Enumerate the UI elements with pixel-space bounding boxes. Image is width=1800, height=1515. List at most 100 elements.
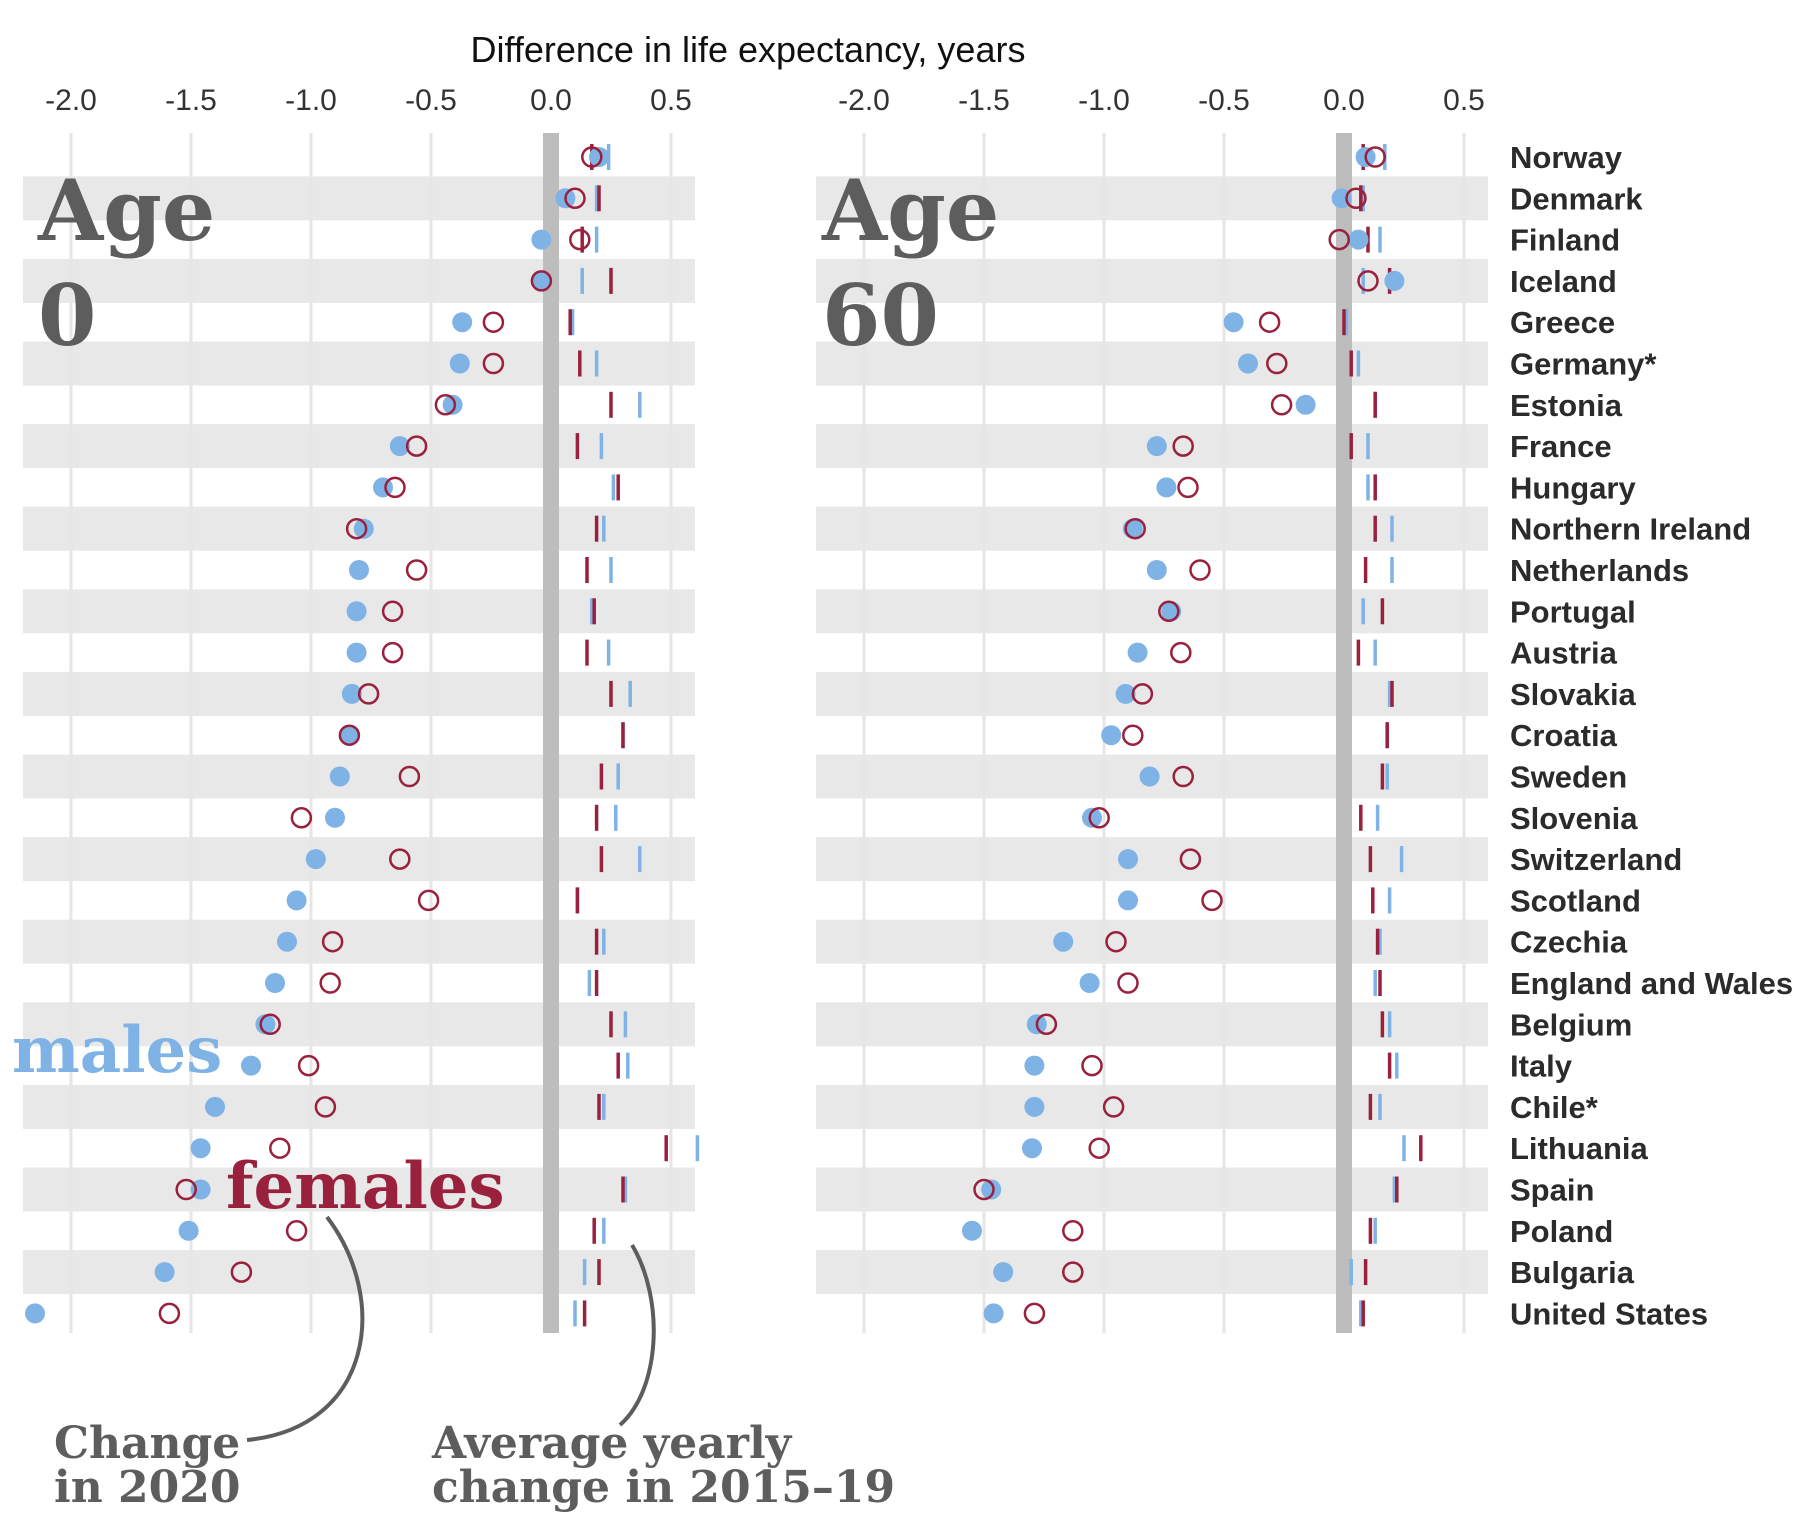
country-label: Northern Ireland [1510, 512, 1751, 547]
change-point-females-age60 [1189, 559, 1211, 581]
change-point-males-age0 [286, 890, 307, 911]
change-point-males-age0 [205, 1096, 225, 1117]
average-annotation-arrow [618, 1243, 656, 1427]
change-point-females-age60 [1158, 600, 1180, 623]
change-point-males-age0 [389, 436, 410, 457]
row-band-age60 [816, 506, 1488, 551]
change-point-males-age0 [349, 560, 369, 580]
change-annotation-line1: Change [54, 1418, 240, 1469]
change-point-females-age0 [290, 807, 313, 829]
change-point-males-age60 [1115, 683, 1136, 704]
x-tick-label-age0: -1.5 [165, 84, 217, 117]
change-point-females-age60 [1172, 765, 1194, 788]
change-point-females-age0 [405, 435, 428, 457]
country-label: Slovakia [1510, 677, 1637, 712]
country-label: Croatia [1510, 718, 1618, 753]
change-point-males-age60 [1118, 890, 1138, 911]
x-tick-label-age0: 0.0 [530, 84, 572, 117]
change-point-males-age0 [353, 518, 374, 539]
row-band-age60 [816, 1167, 1488, 1212]
change-point-males-age60 [1238, 353, 1258, 374]
change-point-males-age0 [452, 312, 473, 333]
change-point-males-age0 [305, 849, 326, 870]
change-point-females-age60 [1105, 930, 1127, 953]
row-band-age0 [23, 919, 695, 964]
x-axis-tick-labels: -2.0 -1.5 -1.0 -0.5 0.0 0.5 -2.0 -1.5 -1.0 -0.5 0.… [45, 84, 1485, 117]
change-point-males-age60 [1053, 931, 1074, 952]
country-label: Finland [1510, 223, 1620, 258]
change-point-females-age60 [1062, 1261, 1084, 1283]
change-point-females-age60 [1035, 1013, 1058, 1036]
country-label: Switzerland [1510, 842, 1682, 877]
country-label: Poland [1510, 1214, 1613, 1249]
panel-title-age0-line1: Age [37, 161, 215, 260]
average-change-markers [568, 144, 1423, 1327]
change-point-females-age0 [398, 765, 421, 788]
country-label: United States [1510, 1296, 1708, 1331]
change-point-males-age0 [531, 229, 552, 250]
x-tick-label-age0: 0.5 [650, 84, 692, 117]
country-label: Estonia [1510, 388, 1623, 423]
change-point-males-age60 [1024, 1096, 1045, 1117]
change-point-males-age0 [341, 683, 362, 704]
change-point-males-age60 [1118, 849, 1138, 870]
country-label: Czechia [1510, 925, 1628, 960]
average-annotation-line1: Average yearly [431, 1418, 793, 1469]
change-point-males-age0 [255, 1014, 276, 1035]
change-point-males-age0 [531, 270, 552, 291]
change-point-females-age60 [1124, 517, 1146, 540]
change-point-females-age0 [482, 311, 505, 333]
country-labels: Norway Denmark Finland Iceland Greece Germany… [1510, 140, 1793, 1331]
country-label: Norway [1510, 140, 1623, 175]
zero-lines [543, 133, 1352, 1333]
change-point-females-age60 [1088, 807, 1110, 829]
change-point-females-age0 [319, 972, 341, 994]
chart-title: Difference in life expectancy, years [471, 29, 1026, 70]
zero-line-age60 [1336, 133, 1352, 1333]
change-point-females-age0 [175, 1178, 197, 1201]
row-band-age0 [23, 341, 695, 386]
change-point-males-age0 [25, 1303, 45, 1324]
change-point-females-age60 [1172, 435, 1194, 457]
change-point-males-age0 [442, 394, 463, 415]
change-point-males-age0 [190, 1138, 211, 1159]
change-point-males-age60 [1295, 394, 1316, 415]
change-annotation-line2: in 2020 [54, 1462, 240, 1513]
change-point-males-age0 [449, 353, 470, 374]
change-point-males-age60 [1223, 312, 1244, 333]
country-label: Austria [1510, 636, 1618, 671]
change-point-females-age0 [389, 848, 411, 870]
x-tick-label-age0: -1.0 [285, 84, 337, 117]
change-point-females-age60 [1131, 683, 1154, 705]
row-band-age60 [816, 1084, 1488, 1129]
panel-title-age0-line2: 0 [38, 266, 96, 365]
change-point-females-age0 [564, 187, 586, 210]
change-point-males-age0 [325, 807, 345, 828]
row-band-age60 [816, 1250, 1488, 1295]
change-point-males-age60 [1384, 270, 1405, 291]
change-point-females-age0 [482, 352, 505, 375]
change-point-females-age60 [1062, 1220, 1084, 1242]
row-band-age60 [816, 258, 1488, 303]
change-point-females-age0 [434, 394, 457, 416]
change-point-females-age60 [1345, 187, 1367, 210]
change-point-males-age60 [983, 1303, 1004, 1324]
row-band-age0 [23, 837, 695, 882]
row-band-age0 [23, 258, 695, 303]
change-2020-markers [25, 146, 1405, 1325]
row-band-age60 [816, 837, 1488, 882]
x-tick-label-age60: 0.5 [1443, 84, 1485, 117]
country-label: Chile* [1510, 1090, 1599, 1125]
change-point-females-age0 [297, 1054, 320, 1077]
country-label: Netherlands [1510, 553, 1689, 588]
panel-title-age60-line1: Age [821, 161, 999, 260]
row-band-age0 [23, 424, 695, 469]
change-point-females-age0 [285, 1220, 308, 1242]
x-tick-label-age60: -1.0 [1078, 84, 1130, 117]
country-label: Spain [1510, 1173, 1594, 1208]
row-band-age0 [23, 754, 695, 799]
row-band-age0 [23, 1084, 695, 1129]
change-point-females-age60 [1364, 146, 1386, 168]
change-point-females-age60 [1177, 476, 1199, 499]
change-annotation-arrow [246, 1215, 365, 1442]
